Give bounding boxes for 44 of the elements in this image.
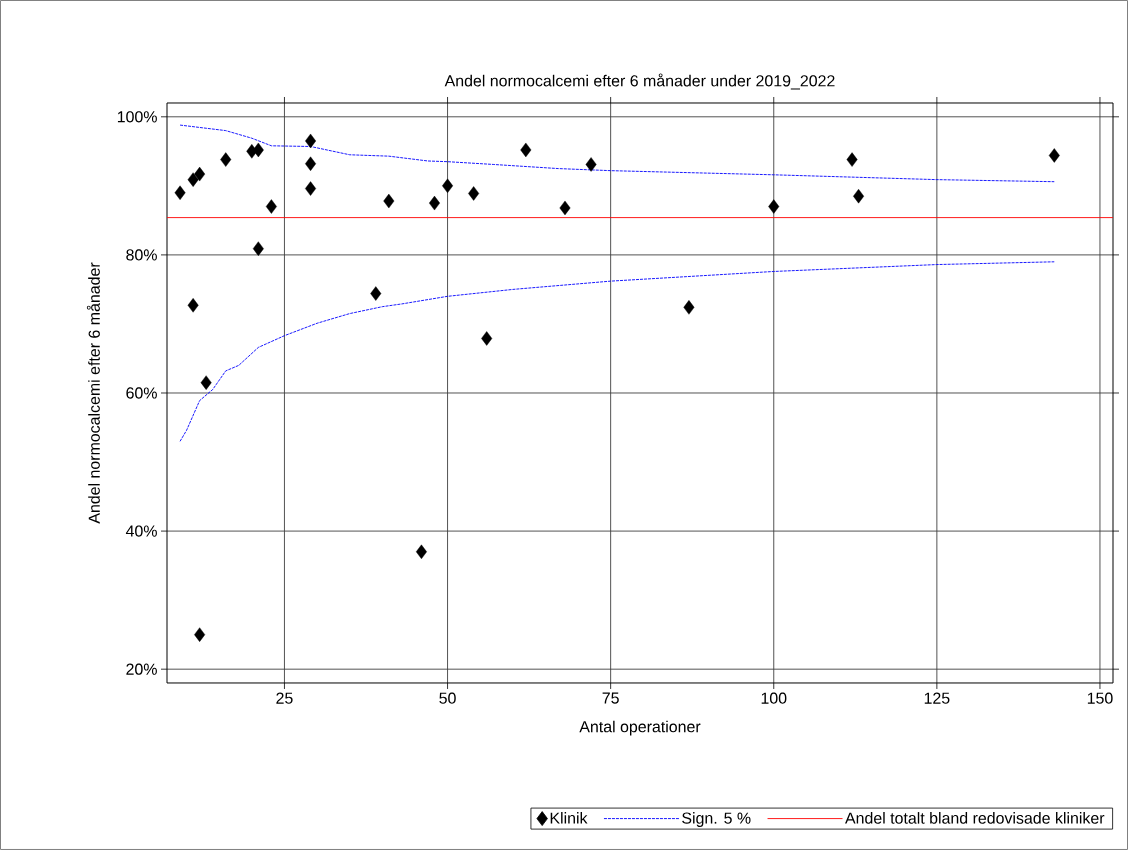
point	[305, 181, 316, 196]
y-tick-label: 80%	[126, 249, 157, 261]
point	[252, 241, 264, 256]
point	[194, 166, 206, 182]
point	[416, 544, 427, 559]
point	[220, 152, 232, 167]
y-axis-title: Andel normocalcemi efter 6 månader	[86, 262, 100, 524]
legend-label: Andel totalt bland redovisade kliniker	[845, 812, 1105, 824]
point	[187, 298, 199, 313]
point	[187, 172, 199, 187]
point	[520, 142, 532, 158]
point	[370, 286, 382, 301]
x-tick-label: 100	[761, 692, 787, 704]
point	[853, 189, 865, 204]
y-tick-label: 20%	[126, 663, 157, 675]
point	[265, 199, 277, 214]
point	[559, 200, 571, 216]
point	[383, 193, 395, 209]
point	[481, 331, 493, 346]
point	[468, 186, 480, 201]
x-axis-title: Antal operationer	[579, 720, 701, 736]
legend-label: Klinik	[550, 812, 588, 824]
point	[585, 157, 597, 172]
line-series	[179, 261, 1055, 442]
point	[305, 156, 316, 171]
point	[1048, 148, 1060, 163]
y-tick-label: 40%	[125, 525, 157, 537]
legend-label: Sign. 5 %	[682, 812, 751, 827]
point	[200, 375, 212, 390]
point	[194, 627, 206, 642]
point	[683, 300, 695, 315]
x-tick-label: 150	[1087, 692, 1113, 704]
point	[174, 185, 186, 200]
chart-title: Andel normocalcemi efter 6 månader under 2019_2022	[444, 73, 835, 90]
x-tick-label: 25	[276, 692, 293, 704]
x-tick-label: 125	[924, 692, 950, 704]
line-series	[179, 124, 1055, 183]
y-tick-label: 100%	[117, 111, 157, 123]
point	[252, 142, 264, 158]
x-tick-label: 50	[439, 692, 456, 704]
x-tick-label: 75	[602, 692, 619, 704]
point	[846, 152, 858, 167]
y-tick-label: 60%	[126, 387, 157, 399]
point	[768, 199, 780, 214]
